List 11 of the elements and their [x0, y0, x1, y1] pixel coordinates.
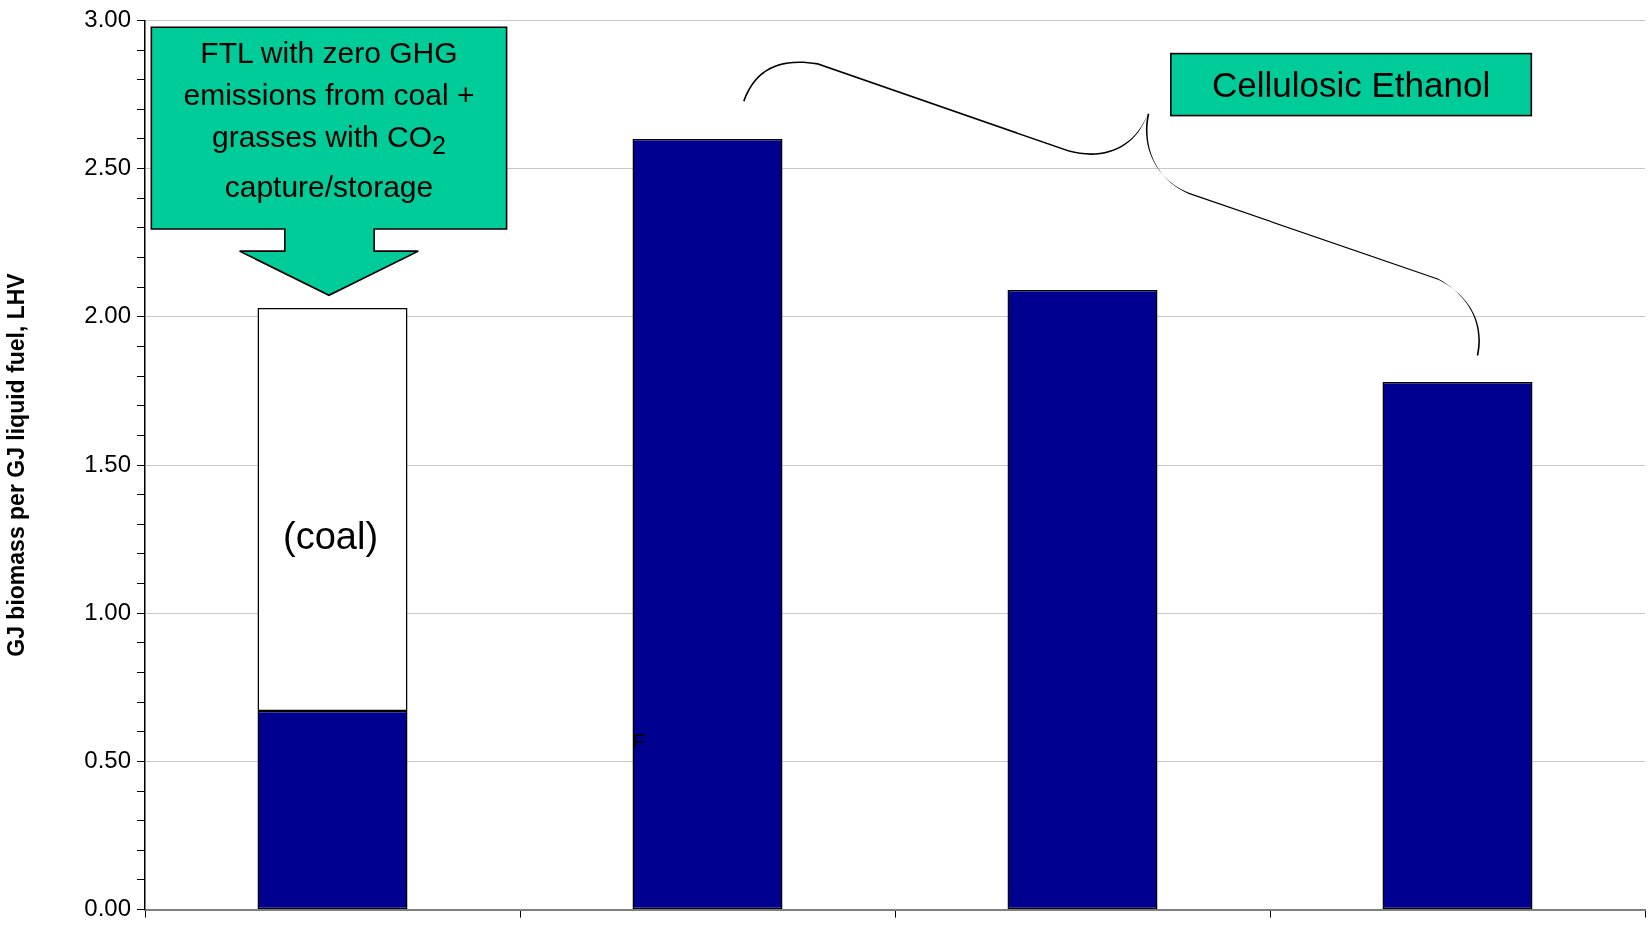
y-tick-label: 3.00: [84, 5, 131, 33]
y-axis-title: GJ biomass per GJ liquid fuel, LHV: [3, 272, 30, 657]
y-tick-label: 0.50: [84, 746, 131, 774]
y-tick-label: 2.00: [84, 301, 131, 329]
y-tick-label: 0.00: [84, 894, 131, 922]
y-tick-label: 2.50: [84, 153, 131, 181]
annotation: (coal): [282, 514, 380, 558]
annotation: F: [631, 729, 646, 756]
annotation: FTL with zero GHG emissions from coal + grasses with CO$_{2}$ capture/storage: [182, 34, 476, 205]
y-tick-label: 1.00: [84, 597, 131, 625]
y-tick-label: 1.50: [84, 449, 131, 477]
